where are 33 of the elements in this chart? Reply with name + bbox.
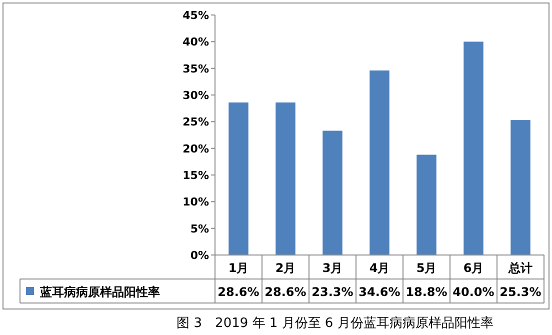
y-tick-label: 45% xyxy=(182,9,209,22)
y-tick-label: 30% xyxy=(182,89,209,102)
y-tick-label: 10% xyxy=(182,196,209,209)
bar xyxy=(416,154,436,255)
y-tick-label: 15% xyxy=(182,169,209,182)
data-label: 28.6% xyxy=(264,285,306,299)
data-label: 18.8% xyxy=(406,285,448,299)
y-tick-label: 20% xyxy=(182,142,209,156)
x-tick-label: 6月 xyxy=(463,261,484,275)
y-tick-label: 35% xyxy=(182,62,209,76)
y-tick-label: 40% xyxy=(182,36,209,49)
x-tick-label: 4月 xyxy=(369,261,390,275)
data-label: 40.0% xyxy=(452,285,494,299)
caption: 图 3 2019 年 1 月份至 6 月份蓝耳病病原样品阳性率 xyxy=(176,315,494,331)
x-tick-label: 1月 xyxy=(228,261,249,275)
y-tick-label: 25% xyxy=(182,116,209,129)
bar xyxy=(370,70,390,255)
data-label: 23.3% xyxy=(312,285,354,299)
data-label: 25.3% xyxy=(500,285,542,299)
legend-label: 蓝耳病病原样品阳性率 xyxy=(39,285,160,299)
x-tick-label: 2月 xyxy=(275,261,296,275)
x-tick-label: 3月 xyxy=(322,261,343,275)
data-label: 28.6% xyxy=(218,285,260,299)
y-tick-label: 5% xyxy=(190,222,209,236)
bar xyxy=(228,102,248,255)
bar xyxy=(276,102,296,255)
x-tick-label: 5月 xyxy=(416,261,437,275)
x-tick-label: 总计 xyxy=(508,261,532,275)
bar xyxy=(322,130,342,255)
data-label: 34.6% xyxy=(358,285,400,299)
y-tick-label: 0% xyxy=(190,249,209,262)
bar xyxy=(510,120,530,255)
bar xyxy=(464,42,484,255)
